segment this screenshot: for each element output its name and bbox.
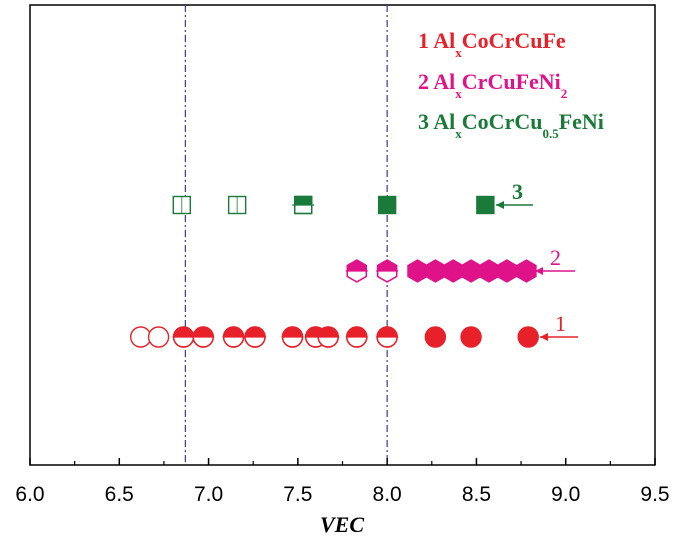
x-tick-label: 9.5 [640,483,669,506]
series-label-2: 2 [550,245,561,270]
series-arrowhead-3 [496,201,504,209]
series-arrowhead-2 [535,267,543,275]
series-1-point [345,326,368,348]
series-3-point [476,195,495,215]
legend-entry-2: 2 AlxCrCuFeNi2 [418,69,567,101]
x-tick-label: 7.5 [283,483,312,506]
series-label-3: 3 [512,179,523,204]
series-1-point [147,326,170,348]
series-1-point [424,326,447,348]
series-2-point [442,259,464,283]
series-1-point [317,326,340,348]
series-1-point [281,326,304,348]
legend: 1 AlxCoCrCuFe 2 AlxCrCuFeNi2 3 AlxCoCrCu0.… [418,28,604,141]
series-1-point [376,326,399,348]
plot-frame [29,4,656,466]
x-tick-label: 9.0 [551,483,580,506]
series-3-point [172,195,191,215]
series-2-point [407,259,428,283]
x-tick-label: 8.5 [462,483,491,506]
series-2-point [345,259,368,283]
series-1-point [222,326,245,348]
series-label-1: 1 [555,311,566,336]
series-1-point [460,326,482,348]
series-1-point [130,326,152,348]
x-tick-label: 8.0 [373,483,402,506]
series-2-point [425,259,446,283]
series-3-point [227,195,247,215]
series-1-point [244,326,266,348]
legend-entry-1: 1 AlxCoCrCuFe [418,28,566,60]
series-2-point [496,259,518,283]
series-arrowhead-1 [540,333,548,341]
series-3-point [377,195,397,215]
series-3-point [292,195,315,215]
x-axis-title: VEC [320,512,364,537]
series-1-point [172,326,195,348]
series-1-point [192,326,215,348]
x-tick-label: 7.0 [194,483,223,506]
series-2-point [460,259,482,283]
series-1-point [517,326,539,348]
series-2-point [516,259,537,283]
x-tick-label: 6.0 [15,483,44,506]
series-2-point [376,259,399,283]
legend-entry-3: 3 AlxCoCrCu0.5FeNi [418,109,604,141]
series-2-point [478,259,500,283]
x-tick-label: 6.5 [105,483,134,506]
